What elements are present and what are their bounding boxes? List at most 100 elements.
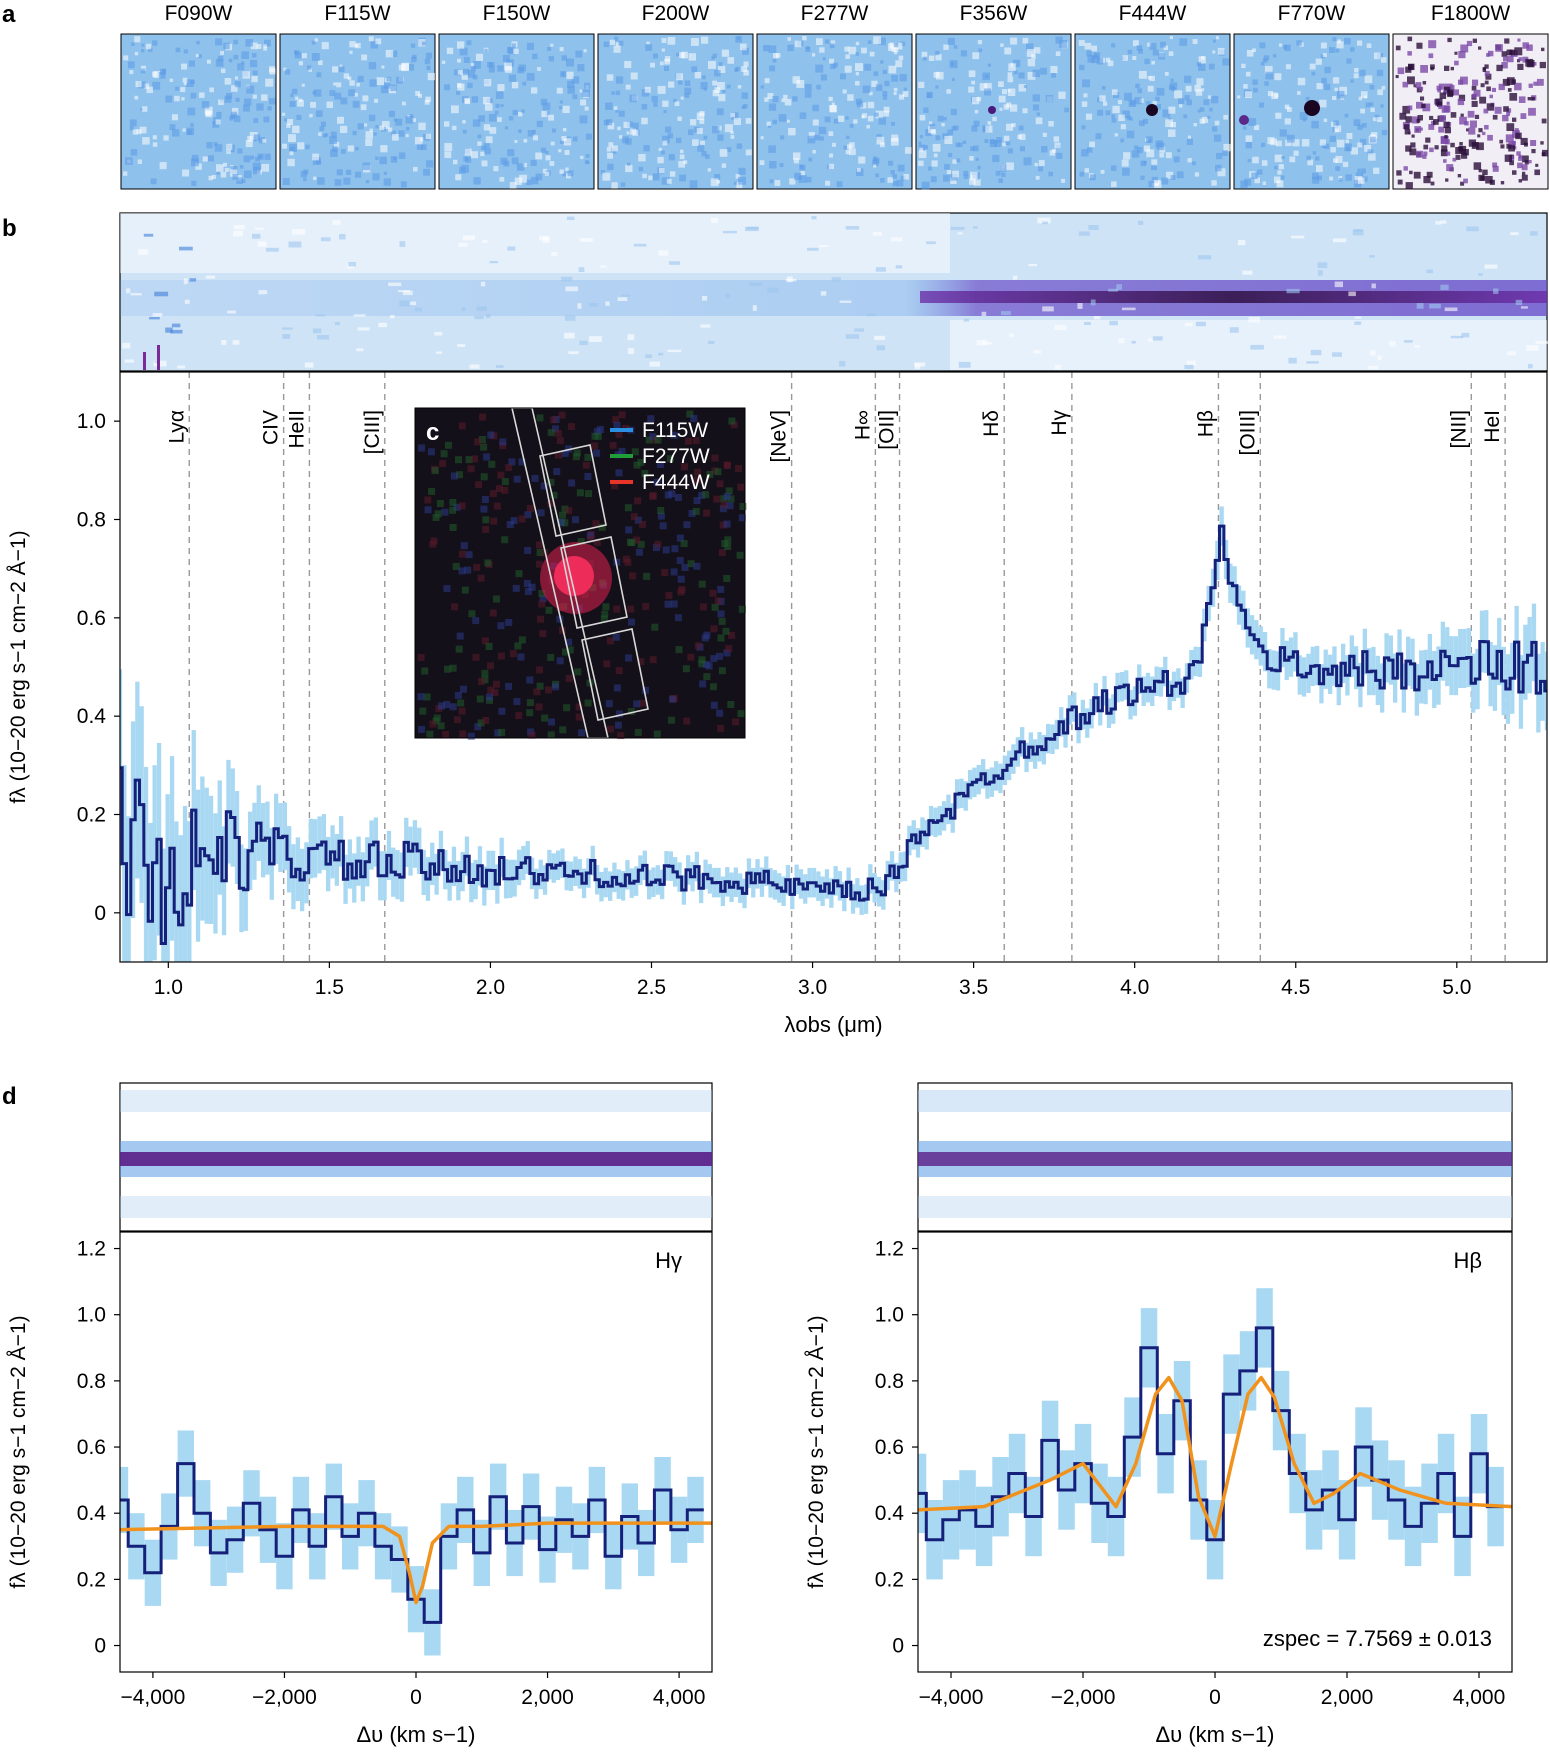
- cutout-noise: [772, 96, 779, 103]
- cutout-noise: [657, 85, 666, 94]
- cutout-noise: [1193, 123, 1197, 127]
- inset-pixel: [738, 514, 746, 522]
- cutout-noise: [134, 36, 141, 43]
- inset-pixel: [421, 667, 429, 675]
- x-tick-label: 4.5: [1281, 976, 1310, 999]
- cutout-noise: [833, 62, 838, 68]
- cutout-noise: [1184, 95, 1190, 101]
- cutout-noise: [862, 85, 871, 94]
- cutout-noise: [374, 98, 379, 103]
- cutout-noise: [998, 95, 1006, 103]
- cutout-noise: [355, 146, 359, 151]
- cutout-noise: [136, 129, 142, 135]
- cutout-noise: [287, 119, 294, 125]
- cutout-noise: [297, 99, 304, 107]
- speckle: [890, 237, 903, 242]
- cutout-noise: [1056, 152, 1063, 159]
- cutout-noise: [950, 177, 957, 184]
- cutout-noise: [1520, 113, 1527, 119]
- inset-pixel: [585, 490, 592, 498]
- cutout-noise: [1324, 83, 1331, 91]
- cutout-noise: [141, 106, 148, 112]
- inset-pixel: [698, 580, 706, 588]
- speckle: [787, 276, 793, 283]
- speckle: [1033, 350, 1041, 354]
- cutout-noise: [1505, 134, 1514, 143]
- cutout-noise: [1507, 88, 1512, 92]
- inset-pixel: [737, 483, 745, 491]
- speckle: [402, 290, 413, 296]
- speckle: [1237, 240, 1246, 246]
- cutout-noise: [340, 97, 348, 105]
- speckle: [227, 310, 236, 314]
- cutout-noise: [855, 72, 859, 76]
- cutout-noise: [375, 125, 379, 129]
- cutout-noise: [1362, 176, 1368, 182]
- cutout-noise: [182, 169, 190, 177]
- cutout-noise: [1434, 145, 1439, 150]
- cutout-noise: [998, 178, 1003, 183]
- cutout-noise: [365, 180, 369, 184]
- inset-pixel: [491, 689, 499, 697]
- cutout-noise: [1307, 159, 1314, 166]
- cutout-noise: [733, 181, 737, 185]
- inset-pixel: [515, 570, 523, 578]
- inset-pixel: [518, 636, 526, 644]
- cutout-noise: [1107, 60, 1114, 67]
- cutout-noise: [418, 122, 426, 130]
- filter-label: F277W: [801, 2, 869, 25]
- cutout-noise: [1151, 164, 1157, 171]
- cutout-noise: [489, 127, 497, 134]
- cutout-noise: [420, 144, 427, 151]
- filter-label: F1800W: [1431, 2, 1511, 25]
- cutout-noise: [355, 43, 361, 49]
- inset-pixel: [545, 606, 553, 614]
- cutout-noise: [883, 106, 890, 113]
- speckle: [257, 241, 267, 247]
- cutout-noise: [883, 110, 890, 117]
- cutout-noise: [860, 102, 867, 109]
- cutout-noise: [585, 154, 590, 158]
- cutout-noise: [1487, 50, 1494, 57]
- inset-pixel: [737, 710, 745, 718]
- cutout-noise: [245, 140, 253, 148]
- cutout-noise: [1342, 161, 1349, 168]
- cutout-noise: [1146, 101, 1151, 106]
- inset-pixel: [474, 723, 482, 731]
- inset-pixel: [627, 605, 635, 613]
- inset-pixel: [718, 617, 726, 625]
- cutout-noise: [1241, 63, 1246, 69]
- cutout-noise: [858, 156, 866, 164]
- speckle: [143, 233, 154, 237]
- speckle: [1286, 288, 1300, 294]
- cutout-noise: [736, 143, 743, 149]
- cutout-noise: [952, 159, 957, 164]
- cutout-noise: [195, 163, 202, 170]
- cutout-noise: [1161, 177, 1169, 185]
- inset-pixel: [718, 667, 726, 675]
- inset-pixel: [437, 722, 445, 730]
- cutout-noise: [1365, 102, 1371, 108]
- cutout-noise: [1252, 156, 1259, 164]
- cutout-noise: [1007, 89, 1011, 93]
- cutout-noise: [252, 94, 257, 99]
- inset-pixel: [593, 538, 601, 546]
- inset-pixel: [565, 638, 573, 646]
- cutout-noise: [1521, 164, 1528, 171]
- cutout-noise: [1117, 100, 1122, 105]
- inset-pixel: [418, 725, 426, 733]
- inset-pixel: [458, 707, 466, 715]
- cutout-noise: [1045, 95, 1054, 103]
- cutout-noise: [699, 111, 705, 117]
- inset-pixel: [685, 437, 693, 445]
- speckle: [1198, 255, 1212, 260]
- cutout-noise: [1491, 87, 1496, 92]
- cutout-noise: [951, 126, 957, 131]
- cutout-noise: [1247, 159, 1251, 163]
- cutout-noise: [1433, 119, 1439, 125]
- speckle: [1416, 303, 1424, 309]
- line-label: [OIII]: [1236, 410, 1259, 456]
- line-label: [OII]: [876, 410, 899, 450]
- inset-pixel: [642, 686, 649, 694]
- cutout-noise: [1322, 53, 1327, 57]
